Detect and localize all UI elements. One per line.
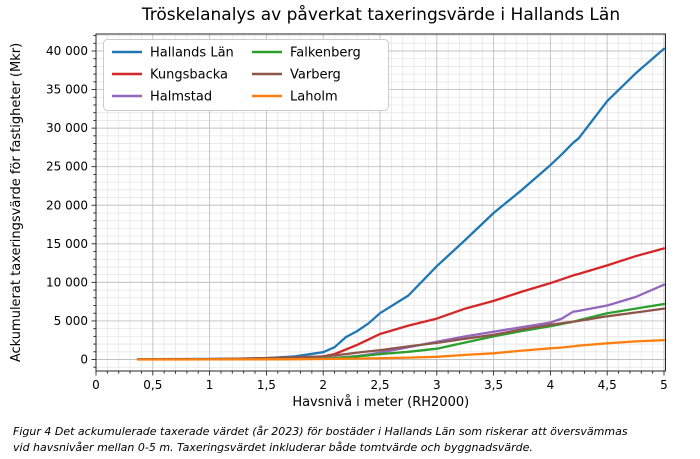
plot-border	[95, 33, 666, 372]
y-tick-label: 0	[80, 353, 88, 367]
y-tick-labels: 0 5 000 10 000 15 000 20 000 25 000 30 000 35 0…	[46, 44, 88, 367]
legend-box	[103, 39, 389, 111]
legend-item-varberg: Varberg	[252, 68, 341, 83]
series-line-falkenberg	[136, 302, 666, 361]
x-tick-label: 4,5	[598, 378, 617, 392]
figure-caption: Figur 4 Det ackumulerade taxerade värdet…	[13, 424, 691, 456]
legend-label: Kungsbacka	[150, 68, 228, 83]
legend-label: Falkenberg	[290, 46, 361, 61]
x-tick-label: 5	[660, 378, 668, 392]
y-tick-label: 15 000	[46, 237, 88, 251]
x-tick-labels: 0 0,5 1 1,5 2 2,5 3 3,5 4 4,5 5	[92, 378, 668, 392]
x-tick-label: 2	[319, 378, 327, 392]
x-tick-label: 1,5	[257, 378, 276, 392]
legend-label: Laholm	[290, 90, 338, 105]
y-tick-label: 35 000	[46, 83, 88, 97]
x-tick-label: 3,5	[484, 378, 503, 392]
x-tick-label: 0	[92, 378, 100, 392]
x-tick-label: 2,5	[370, 378, 389, 392]
legend-item-halmstad: Halmstad	[112, 90, 212, 105]
legend-item-falkenberg: Falkenberg	[252, 46, 361, 61]
y-tick-label: 10 000	[46, 275, 88, 289]
x-tick-label: 1	[206, 378, 214, 392]
series-lines	[136, 47, 666, 361]
legend: Hallands Län Kungsbacka Halmstad Falkenberg…	[103, 39, 389, 111]
legend-item-kungsbacka: Kungsbacka	[112, 68, 228, 83]
x-tick-label: 3	[433, 378, 441, 392]
x-tick-label: 0,5	[143, 378, 162, 392]
legend-item-hallands-l-n: Hallands Län	[112, 46, 234, 61]
axis-ticks	[91, 35, 665, 376]
legend-label: Varberg	[290, 68, 341, 83]
y-tick-label: 25 000	[46, 160, 88, 174]
caption-line-1: Figur 4 Det ackumulerade taxerade värdet…	[13, 425, 628, 438]
legend-item-laholm: Laholm	[252, 90, 338, 105]
chart-title: Tröskelanalys av påverkat taxeringsvärde…	[141, 5, 621, 25]
y-axis-label: Ackumulerat taxeringsvärde för fastighet…	[9, 43, 24, 362]
legend-label: Hallands Län	[150, 46, 234, 61]
x-tick-label: 4	[547, 378, 555, 392]
line-chart: 0 0,5 1 1,5 2 2,5 3 3,5 4 4,5 5 0 5 000 10 000 15 000 2…	[9, 33, 668, 410]
y-tick-label: 5 000	[54, 314, 88, 328]
series-line-kungsbacka	[136, 247, 666, 361]
y-tick-label: 40 000	[46, 44, 88, 58]
y-tick-label: 30 000	[46, 121, 88, 135]
y-tick-label: 20 000	[46, 198, 88, 212]
x-axis-label: Havsnivå i meter (RH2000)	[292, 395, 469, 410]
series-line-laholm	[136, 339, 666, 361]
legend-label: Halmstad	[150, 90, 212, 105]
caption-line-2: vid havsnivåer mellan 0-5 m. Taxeringsvä…	[13, 440, 533, 454]
